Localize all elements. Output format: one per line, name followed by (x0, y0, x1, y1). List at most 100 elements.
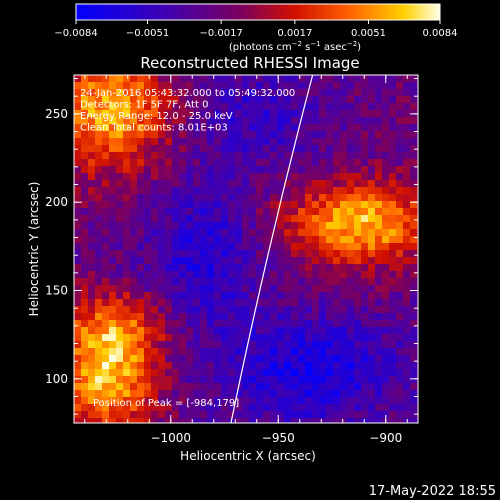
heatmap-cell (361, 82, 368, 89)
heatmap-cell (263, 362, 270, 369)
heatmap-cell (284, 341, 291, 348)
heatmap-cell (326, 180, 333, 187)
heatmap-cell (172, 75, 179, 82)
heatmap-cell (221, 264, 228, 271)
heatmap-cell (130, 82, 137, 89)
heatmap-cell (305, 96, 312, 103)
heatmap-cell (298, 348, 305, 355)
heatmap-cell (277, 208, 284, 215)
heatmap-cell (410, 306, 417, 313)
heatmap-cell (305, 404, 312, 411)
heatmap-cell (410, 341, 417, 348)
heatmap-cell (137, 208, 144, 215)
heatmap-cell (305, 292, 312, 299)
heatmap-cell (207, 173, 214, 180)
heatmap-cell (368, 376, 375, 383)
heatmap-cell (81, 103, 88, 110)
heatmap-cell (137, 173, 144, 180)
heatmap-cell (144, 369, 151, 376)
heatmap-cell (193, 96, 200, 103)
heatmap-cell (151, 201, 158, 208)
heatmap-cell (179, 355, 186, 362)
heatmap-cell (172, 243, 179, 250)
heatmap-cell (207, 117, 214, 124)
heatmap-cell (193, 411, 200, 418)
heatmap-cell (396, 166, 403, 173)
heatmap-cell (81, 404, 88, 411)
heatmap-cell (172, 166, 179, 173)
heatmap-cell (235, 257, 242, 264)
heatmap-cell (172, 362, 179, 369)
heatmap-cell (102, 299, 109, 306)
heatmap-cell (186, 250, 193, 257)
heatmap-cell (74, 208, 81, 215)
heatmap-cell (172, 229, 179, 236)
heatmap-cell (305, 411, 312, 418)
heatmap-cell (305, 124, 312, 131)
heatmap-cell (144, 96, 151, 103)
heatmap-cell (81, 138, 88, 145)
heatmap-cell (256, 299, 263, 306)
heatmap-cell (375, 341, 382, 348)
heatmap-cell (396, 194, 403, 201)
heatmap-cell (410, 194, 417, 201)
heatmap-cell (179, 264, 186, 271)
heatmap-cell (249, 334, 256, 341)
heatmap-cell (130, 89, 137, 96)
heatmap-cell (235, 194, 242, 201)
heatmap-cell (284, 264, 291, 271)
heatmap-cell (123, 355, 130, 362)
heatmap-cell (277, 250, 284, 257)
heatmap-cell (151, 110, 158, 117)
heatmap-cell (109, 306, 116, 313)
heatmap-cell (221, 397, 228, 404)
heatmap-cell (123, 215, 130, 222)
heatmap-cell (179, 187, 186, 194)
heatmap-cell (221, 103, 228, 110)
heatmap-cell (284, 404, 291, 411)
heatmap-cell (340, 334, 347, 341)
heatmap-cell (375, 229, 382, 236)
heatmap-cell (123, 362, 130, 369)
heatmap-cell (151, 369, 158, 376)
heatmap-cell (109, 257, 116, 264)
heatmap-cell (389, 369, 396, 376)
heatmap-cell (277, 194, 284, 201)
heatmap-cell (116, 208, 123, 215)
heatmap-cell (123, 390, 130, 397)
heatmap-cell (235, 306, 242, 313)
heatmap-cell (312, 411, 319, 418)
heatmap-cell (95, 201, 102, 208)
heatmap-cell (200, 250, 207, 257)
heatmap-cell (235, 362, 242, 369)
heatmap-cell (144, 355, 151, 362)
heatmap-cell (144, 313, 151, 320)
heatmap-cell (396, 131, 403, 138)
heatmap-cell (347, 89, 354, 96)
heatmap-cell (249, 271, 256, 278)
heatmap-cell (221, 187, 228, 194)
heatmap-cell (102, 348, 109, 355)
heatmap-cell (270, 264, 277, 271)
heatmap-cell (354, 229, 361, 236)
heatmap-cell (123, 320, 130, 327)
heatmap-cell (242, 75, 249, 82)
heatmap-cell (256, 138, 263, 145)
heatmap-cell (228, 278, 235, 285)
heatmap-cell (228, 299, 235, 306)
heatmap-cell (249, 187, 256, 194)
heatmap-cell (319, 257, 326, 264)
heatmap-cell (200, 110, 207, 117)
heatmap-cell (375, 390, 382, 397)
heatmap-cell (256, 187, 263, 194)
heatmap-cell (382, 306, 389, 313)
heatmap-cell (263, 250, 270, 257)
heatmap-cell (158, 292, 165, 299)
heatmap-cell (172, 313, 179, 320)
heatmap-cell (228, 404, 235, 411)
heatmap-cell (375, 152, 382, 159)
heatmap-cell (186, 271, 193, 278)
heatmap-cell (354, 243, 361, 250)
heatmap-cell (165, 173, 172, 180)
heatmap-cell (186, 124, 193, 131)
